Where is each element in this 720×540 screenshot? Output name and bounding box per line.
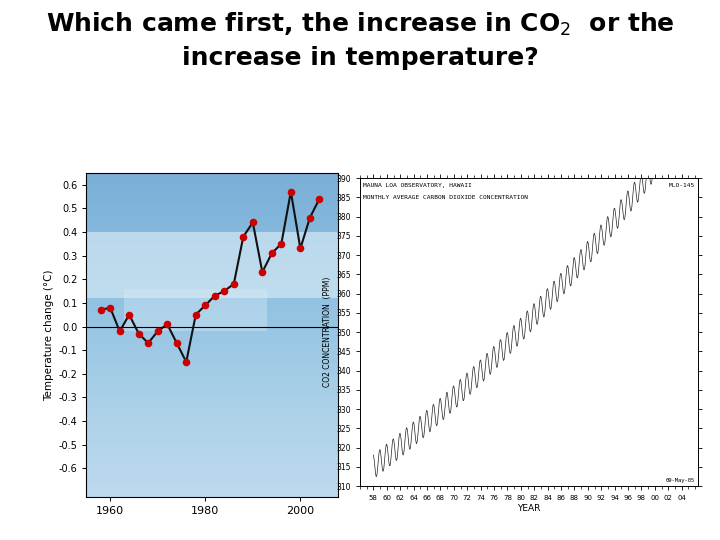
Bar (125, 289, 267, 331)
Point (256, 268, 268, 276)
Point (219, 287, 230, 295)
Point (190, 310, 202, 319)
Point (266, 249, 278, 258)
Point (294, 244, 306, 253)
Point (285, 187, 297, 196)
Text: MLO-145: MLO-145 (669, 183, 695, 188)
Point (104, 303, 116, 312)
Point (161, 320, 173, 328)
Point (238, 232, 249, 241)
Bar (86, 232, 338, 298)
Point (276, 239, 287, 248)
Point (228, 280, 240, 288)
Point (114, 327, 125, 335)
Text: MONTHLY AVERAGE CARBON DIOXIDE CONCENTRATION: MONTHLY AVERAGE CARBON DIOXIDE CONCENTRA… (364, 195, 528, 200)
Text: 09-May-05: 09-May-05 (666, 478, 695, 483)
Point (209, 292, 220, 300)
Point (133, 329, 145, 338)
Text: Which came first, the increase in CO$_2$  or the
increase in temperature?: Which came first, the increase in CO$_2$… (45, 11, 675, 70)
Point (181, 357, 192, 366)
Point (152, 327, 163, 335)
Point (95, 306, 107, 314)
Y-axis label: CO2 CONCENTRATION  (PPM): CO2 CONCENTRATION (PPM) (323, 277, 332, 387)
Point (247, 218, 258, 227)
Text: MAUNA LOA OBSERVATORY, HAWAII: MAUNA LOA OBSERVATORY, HAWAII (364, 183, 472, 188)
Point (304, 213, 315, 222)
Point (143, 339, 154, 347)
X-axis label: YEAR: YEAR (518, 504, 541, 513)
Y-axis label: Temperature change (°C): Temperature change (°C) (45, 269, 54, 401)
Point (314, 194, 325, 203)
Point (171, 339, 182, 347)
Point (123, 310, 135, 319)
Point (199, 301, 211, 309)
